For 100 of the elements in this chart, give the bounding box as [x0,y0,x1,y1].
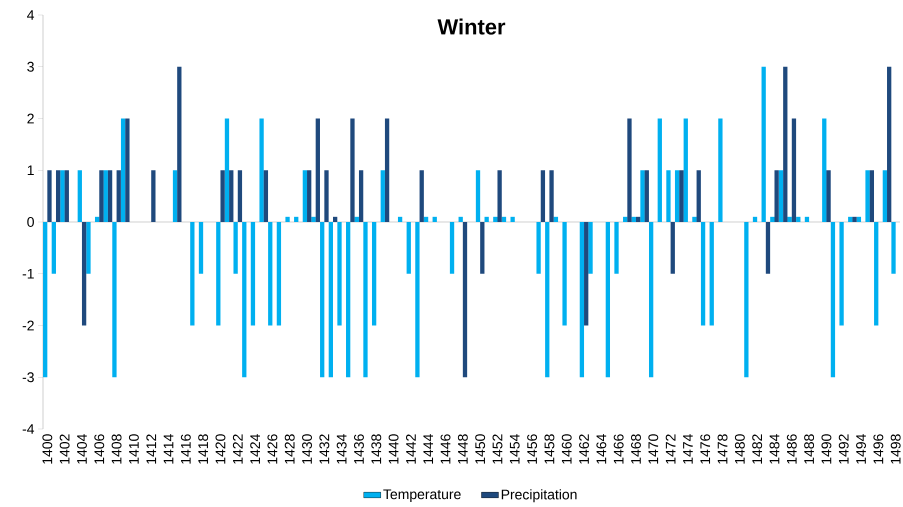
bar [796,216,800,222]
bar [380,170,385,222]
bar [229,170,234,222]
bar [636,216,640,222]
x-tick-label: 1466 [614,434,624,464]
bar [112,222,117,378]
bar [839,222,844,326]
bar [545,222,550,378]
bar [536,222,541,274]
bar [64,170,69,222]
bar [644,170,649,222]
bar [510,216,515,222]
x-tick-label: 1400 [42,434,52,464]
bar [43,222,48,378]
bar [497,170,502,222]
x-tick-label: 1480 [734,434,745,464]
bar [549,170,554,222]
bar [190,222,194,326]
bar [450,222,454,274]
bar [198,222,204,274]
x-tick-label: 1418 [198,434,208,464]
bar [762,66,766,222]
bar [679,170,684,222]
bar [224,118,230,222]
bar [125,118,130,222]
bar [783,66,788,222]
x-tick-label: 1412 [146,434,156,464]
bar [56,170,60,222]
bar [584,222,588,326]
x-tick-label: 1478 [718,434,728,464]
x-tick-label: 1410 [128,434,139,464]
x-tick-label: 1406 [94,434,104,464]
y-tick-label: -1 [22,268,34,279]
bar [554,216,558,222]
bar [276,222,282,326]
x-tick-label: 1490 [821,434,832,464]
legend-label: Precipitation [502,489,577,502]
bar [774,170,779,222]
x-tick-label: 1486 [786,434,797,464]
bar [562,222,567,326]
x-tick-label: 1494 [856,434,866,464]
bar [363,222,368,378]
bar [852,216,857,222]
x-tick-label: 1498 [890,434,901,464]
y-tick-label: -4 [22,424,34,434]
x-tick-label: 1434 [336,434,347,464]
bar [744,222,749,378]
x-tick-label: 1476 [700,434,710,464]
x-tick-label: 1460 [562,434,572,464]
bar [311,216,316,222]
bar [623,216,628,222]
y-tick-label: -3 [22,372,34,382]
y-tick-label: 1 [28,165,34,176]
bar [710,222,714,326]
bar [648,222,654,378]
bar [792,118,796,222]
x-tick-label: 1468 [631,434,641,464]
x-tick-label: 1484 [770,434,780,464]
bar [264,170,268,222]
bar [632,216,636,222]
bar [177,66,182,222]
x-tick-label: 1472 [666,434,676,464]
bar [233,222,238,274]
bar [700,222,706,326]
bar [502,216,506,222]
bar [358,170,364,222]
bar [337,222,342,326]
bar [372,222,376,326]
bar [250,222,256,326]
bar [268,222,272,326]
bar [86,222,91,274]
bar [684,118,688,222]
x-tick-label: 1464 [596,434,606,464]
bar [78,170,82,222]
bar [220,170,225,222]
x-tick-label: 1488 [804,434,814,464]
x-tick-label: 1438 [371,434,382,464]
bar [891,222,896,274]
x-tick-label: 1458 [544,434,554,464]
x-tick-label: 1408 [112,434,122,464]
bar [787,216,792,222]
bar [476,170,480,222]
x-tick-label: 1424 [250,434,260,464]
bar [588,222,593,274]
bar [242,222,246,378]
bar [354,216,359,222]
bar [332,216,338,222]
y-tick-label: 4 [27,10,34,20]
bar [108,170,112,222]
bar [104,170,108,222]
x-tick-label: 1428 [284,434,295,464]
x-tick-label: 1436 [354,434,364,464]
bar [47,170,52,222]
bar [320,222,324,378]
x-tick-label: 1452 [492,434,502,464]
bar [151,170,156,222]
bar [116,170,121,222]
bar [328,222,333,378]
x-tick-label: 1422 [232,434,243,464]
bar [627,118,632,222]
